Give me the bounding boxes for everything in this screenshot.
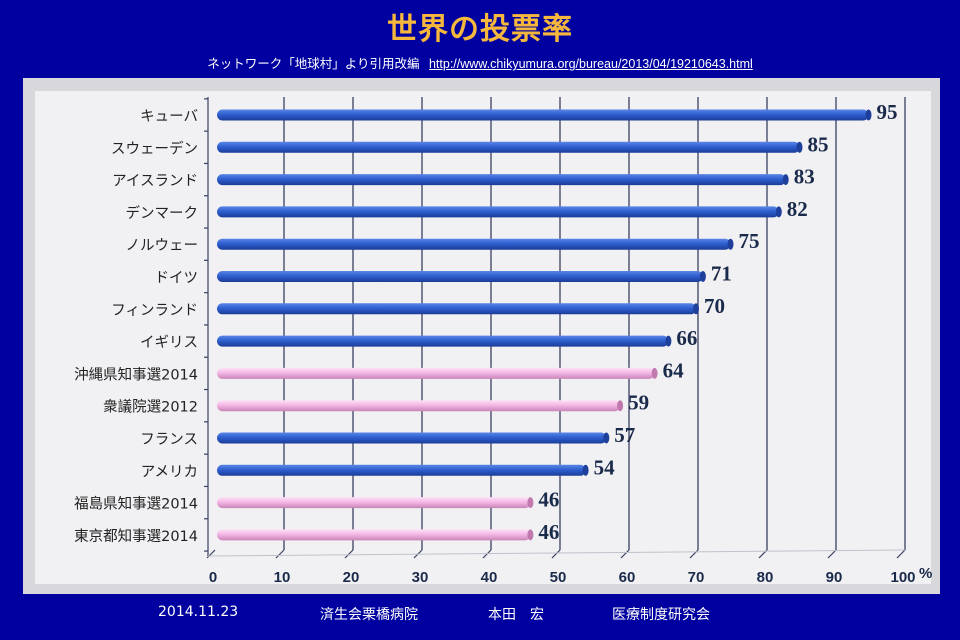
x-tick: [896, 549, 906, 559]
x-tick-label: 50: [550, 569, 567, 586]
bar: [217, 464, 586, 476]
value-label: 46: [538, 520, 559, 544]
bar: [217, 271, 703, 282]
chart-title: 世界の投票率: [387, 12, 573, 47]
bar: [217, 109, 869, 121]
x-tick-label: 0: [209, 569, 217, 586]
x-unit-label: %: [919, 565, 932, 582]
x-tick-label: 30: [412, 569, 429, 586]
category-label: フランス: [140, 432, 198, 448]
bar-end-cap: [527, 497, 534, 509]
value-label: 64: [663, 358, 685, 382]
bar-end-cap: [617, 400, 624, 412]
x-tick-label: 90: [826, 569, 843, 586]
bar: [217, 238, 731, 250]
floor-line: [207, 549, 906, 557]
value-label: 66: [676, 326, 697, 350]
x-tick: [206, 549, 216, 559]
bar-end-cap: [665, 335, 672, 347]
x-tick-label: 20: [343, 569, 360, 586]
source-line: ネットワーク「地球村」より引用改編 http://www.chikyumura.…: [0, 53, 960, 72]
bar-end-cap: [727, 238, 734, 250]
x-tick-label: 70: [688, 569, 705, 586]
category-label: ノルウェー: [126, 237, 199, 254]
category-label: フィンランド: [111, 303, 198, 319]
category-label: キューバ: [140, 109, 198, 125]
category-label: アメリカ: [141, 464, 198, 480]
x-tick: [689, 549, 699, 559]
footer-author: 本田 宏: [488, 607, 544, 623]
value-label: 54: [594, 455, 616, 479]
category-label: 衆議院選2012: [103, 398, 198, 416]
bar: [217, 367, 655, 379]
category-label: アイスランド: [112, 174, 198, 190]
category-label: ドイツ: [155, 271, 199, 287]
bar: [217, 141, 800, 153]
footer-organization: 医療制度研究会: [612, 607, 710, 623]
x-tick: [827, 549, 837, 559]
bar-end-cap: [782, 174, 789, 186]
value-label: 82: [787, 197, 808, 221]
x-tick-label: 80: [757, 569, 774, 586]
bars: [217, 109, 872, 541]
x-tick: [275, 549, 285, 559]
source-link[interactable]: http://www.chikyumura.org/bureau/2013/04…: [428, 57, 753, 71]
bar-end-cap: [603, 432, 610, 444]
x-tick-label: 60: [619, 569, 636, 586]
source-text: ネットワーク「地球村」より引用改編: [207, 57, 420, 71]
x-tick-label: 10: [274, 569, 291, 586]
x-tick: [344, 549, 354, 559]
x-tick-label: 40: [481, 569, 498, 586]
value-label: 46: [538, 488, 559, 512]
value-label: 57: [614, 423, 635, 447]
value-label: 71: [711, 262, 732, 286]
value-label: 70: [704, 294, 725, 318]
x-tick-label: 100: [890, 569, 915, 586]
bar: [217, 206, 779, 218]
bar-end-cap: [775, 206, 782, 218]
bar: [217, 529, 531, 541]
bar-end-cap: [699, 271, 706, 282]
bar-end-cap: [527, 529, 534, 541]
bar: [217, 174, 786, 186]
value-label: 95: [877, 100, 898, 124]
value-label: 59: [628, 391, 649, 415]
bar: [217, 497, 531, 509]
bar: [217, 335, 669, 347]
bar-end-cap: [693, 303, 699, 315]
labels: 0 10 20 30 40 50 60 70 80 90 100 % キューバ 95 スウェーデン 85 アイス…: [74, 100, 932, 586]
x-tick: [620, 549, 630, 559]
value-label: 85: [808, 132, 829, 156]
bar: [217, 303, 696, 315]
category-label: スウェーデン: [111, 139, 198, 157]
bar: [217, 432, 607, 444]
value-label: 75: [739, 229, 760, 253]
bar-end-cap: [651, 367, 658, 379]
footer-date: 2014.11.23: [158, 604, 239, 620]
bar: [217, 400, 621, 412]
category-label: 福島県知事選2014: [74, 496, 198, 513]
bar-end-cap: [582, 464, 589, 476]
category-label: イギリス: [140, 334, 198, 351]
bar-end-cap: [865, 109, 872, 121]
category-label: デンマーク: [126, 204, 199, 222]
category-label: 沖縄県知事選2014: [74, 366, 198, 383]
footer-hospital: 済生会栗橋病院: [320, 607, 418, 623]
category-label: 東京都知事選2014: [74, 528, 198, 545]
x-tick: [551, 549, 561, 559]
bar-end-cap: [796, 141, 803, 153]
gridlines: [204, 97, 906, 559]
value-label: 83: [794, 165, 815, 189]
